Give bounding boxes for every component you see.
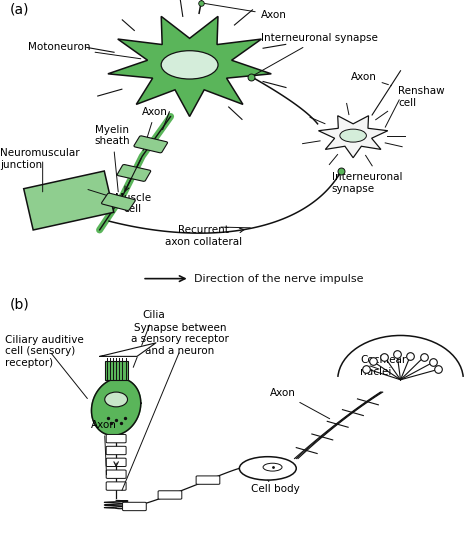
Polygon shape [24, 171, 114, 230]
Text: Myelin
sheath: Myelin sheath [95, 125, 130, 192]
Text: Direction of the nerve impulse: Direction of the nerve impulse [194, 274, 364, 283]
Text: Axon: Axon [91, 420, 117, 475]
Text: Axon: Axon [204, 3, 287, 19]
FancyBboxPatch shape [106, 470, 126, 478]
Text: Cilia: Cilia [133, 309, 165, 367]
FancyBboxPatch shape [134, 136, 167, 153]
Text: Axon: Axon [270, 388, 329, 419]
Text: Axon: Axon [142, 107, 168, 151]
Text: Interneuronal
synapse: Interneuronal synapse [332, 172, 402, 194]
Polygon shape [100, 343, 156, 357]
FancyBboxPatch shape [196, 476, 220, 484]
Text: Interneuronal synapse: Interneuronal synapse [254, 34, 378, 75]
FancyBboxPatch shape [123, 502, 146, 511]
FancyBboxPatch shape [117, 164, 151, 181]
FancyBboxPatch shape [105, 361, 128, 380]
Ellipse shape [340, 129, 366, 142]
Ellipse shape [263, 463, 282, 471]
Text: Muscle
cell: Muscle cell [88, 189, 151, 214]
Polygon shape [319, 116, 388, 158]
Polygon shape [108, 16, 271, 116]
Ellipse shape [239, 457, 296, 480]
FancyBboxPatch shape [106, 458, 126, 466]
Text: Cochlear
nuclei: Cochlear nuclei [360, 355, 407, 377]
FancyBboxPatch shape [106, 482, 126, 490]
Text: Motoneuron: Motoneuron [28, 42, 141, 59]
Ellipse shape [105, 392, 128, 407]
Text: Axon: Axon [351, 71, 388, 84]
FancyBboxPatch shape [106, 446, 126, 454]
Text: Recurrent
axon collateral: Recurrent axon collateral [165, 225, 242, 247]
Text: (b): (b) [9, 298, 29, 311]
Polygon shape [91, 378, 141, 436]
Text: Synapse between
a sensory receptor
and a neuron: Synapse between a sensory receptor and a… [131, 322, 229, 356]
Text: Renshaw
cell: Renshaw cell [398, 87, 445, 108]
Text: Neuromuscular
junction: Neuromuscular junction [0, 148, 80, 170]
FancyBboxPatch shape [101, 193, 135, 210]
Text: (a): (a) [9, 3, 29, 17]
FancyBboxPatch shape [106, 434, 126, 443]
FancyBboxPatch shape [158, 491, 182, 499]
Ellipse shape [161, 51, 218, 79]
Text: Ciliary auditive
cell (sensory)
receptor): Ciliary auditive cell (sensory) receptor… [5, 335, 83, 368]
Text: Cell body: Cell body [251, 480, 299, 494]
